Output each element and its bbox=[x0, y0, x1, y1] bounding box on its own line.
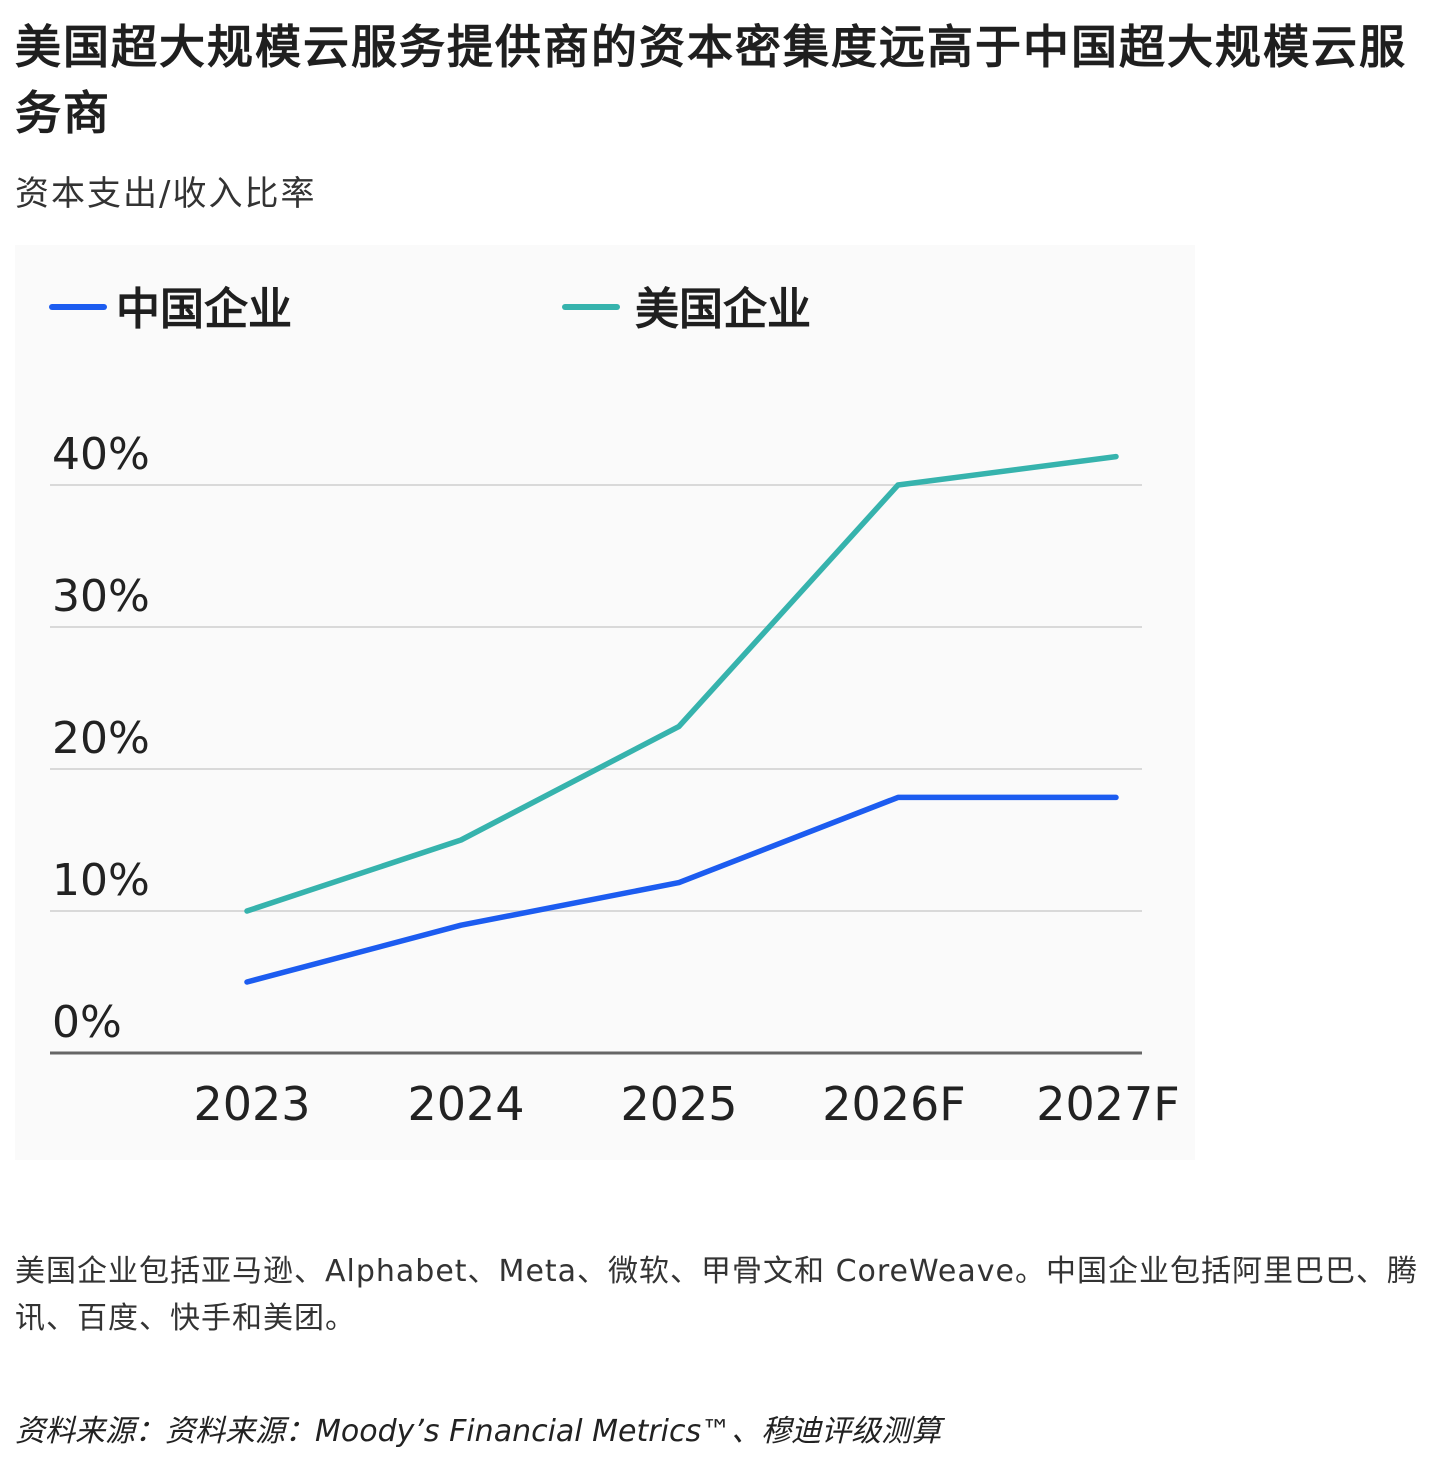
x-tick-label: 2024 bbox=[407, 1077, 524, 1131]
x-tick-label: 2023 bbox=[193, 1077, 310, 1131]
y-tick-label: 30% bbox=[52, 571, 150, 622]
line-chart: 中国企业 美国企业 0% 10% 20% 30% 40% 2023 2024 2025 2026… bbox=[49, 284, 1180, 1131]
legend: 中国企业 美国企业 bbox=[49, 284, 811, 335]
x-tick-label: 2026F bbox=[822, 1077, 966, 1131]
y-tick-label: 40% bbox=[52, 429, 150, 480]
y-tick-label: 0% bbox=[52, 997, 122, 1048]
chart-subtitle: 资本支出/收入比率 bbox=[15, 174, 317, 214]
series-line-us bbox=[244, 453, 1119, 914]
x-axis-ticks: 2023 2024 2025 2026F 2027F bbox=[193, 1077, 1179, 1131]
legend-label-china: 中国企业 bbox=[116, 284, 292, 335]
x-tick-label: 2027F bbox=[1036, 1077, 1180, 1131]
footnote: 美国企业包括亚马逊、Alphabet、Meta、微软、甲骨文和 CoreWeav… bbox=[15, 1254, 1418, 1336]
series-line-china bbox=[244, 794, 1119, 985]
y-tick-label: 10% bbox=[52, 855, 150, 906]
legend-label-us: 美国企业 bbox=[635, 284, 811, 335]
series-lines bbox=[244, 453, 1119, 985]
source-note: 资料来源：资料来源：Moody’s Financial Metrics™、穆迪评… bbox=[15, 1414, 942, 1449]
y-tick-label: 20% bbox=[52, 713, 150, 764]
y-axis-ticks: 0% 10% 20% 30% 40% bbox=[52, 429, 150, 1048]
x-tick-label: 2025 bbox=[620, 1077, 737, 1131]
chart-title: 美国超大规模云服务提供商的资本密集度远高于中国超大规模云服务商 bbox=[15, 20, 1407, 140]
chart-panel: 中国企业 美国企业 0% 10% 20% 30% 40% 2023 2024 2025 2026… bbox=[15, 245, 1195, 1160]
